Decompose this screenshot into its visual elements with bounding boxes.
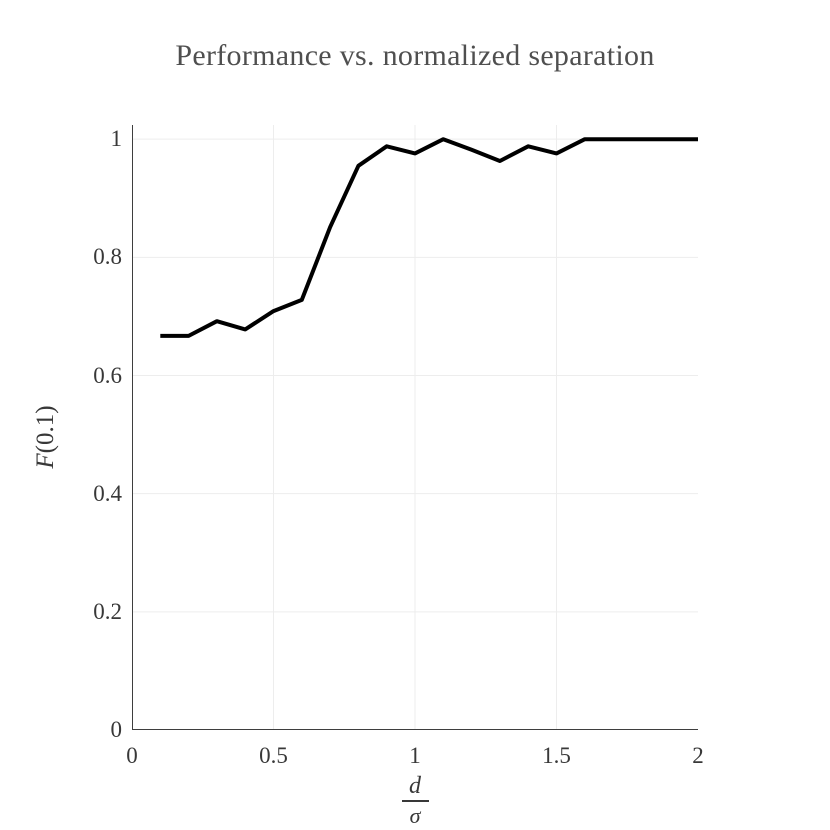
fraction-bar-icon (401, 800, 429, 802)
y-tick-label: 0.8 (93, 244, 122, 270)
y-tick-label: 0.2 (93, 598, 122, 624)
x-axis-label-numerator: d (409, 773, 421, 799)
y-tick-label: 0 (110, 717, 123, 742)
chart-title: Performance vs. normalized separation (175, 39, 655, 72)
line-plot (132, 125, 698, 730)
x-axis-label: d σ (132, 773, 698, 828)
x-tick-label: 1.5 (542, 743, 571, 768)
y-tick-label: 1 (110, 126, 123, 152)
y-axis-label-variable: F (32, 453, 59, 469)
y-axis-label-argument: (0.1) (32, 405, 59, 454)
series-line (160, 137, 698, 338)
x-tick-label: 0.5 (259, 743, 288, 768)
y-tick-label: 0.4 (93, 480, 122, 506)
x-axis-label-denominator: σ (409, 803, 421, 828)
x-tick-label: 1 (409, 743, 421, 768)
x-tick-label: 0 (126, 743, 138, 768)
x-tick-label: 2 (692, 743, 704, 768)
y-tick-label: 0.6 (93, 362, 122, 388)
plot-area (132, 125, 698, 730)
y-axis-label: F(0.1) (32, 405, 60, 468)
